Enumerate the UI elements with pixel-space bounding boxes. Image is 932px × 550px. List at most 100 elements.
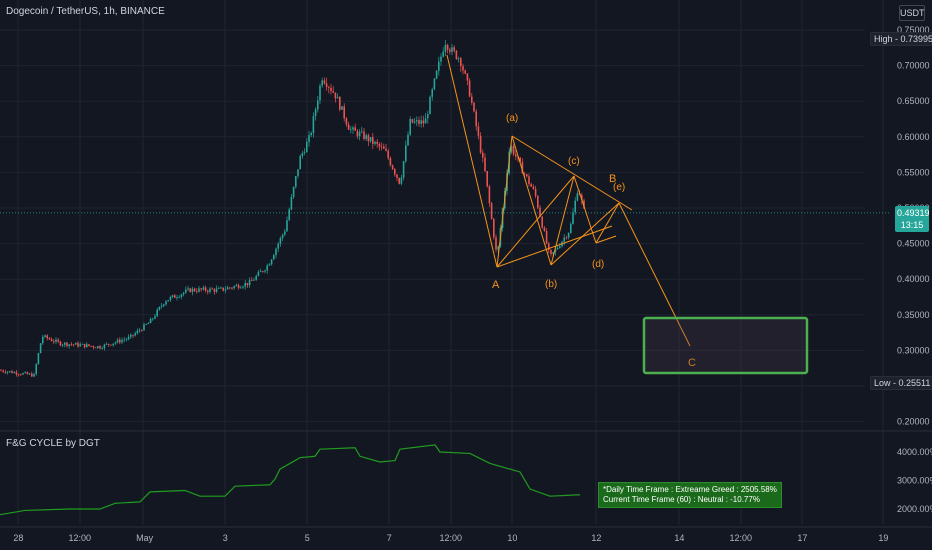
candle-body bbox=[321, 80, 323, 86]
candle-body bbox=[539, 207, 541, 217]
candle-body bbox=[94, 347, 97, 349]
candle-body bbox=[24, 372, 26, 374]
last-price-tag: 0.49319 13:15 bbox=[895, 206, 930, 232]
candle-body bbox=[295, 176, 297, 187]
candle-body bbox=[119, 339, 121, 343]
candle-body bbox=[105, 343, 108, 345]
wave-label-d: (d) bbox=[592, 259, 604, 270]
candle-body bbox=[442, 51, 444, 57]
candle-body bbox=[97, 346, 99, 348]
candle-body bbox=[380, 146, 383, 148]
candle-body bbox=[372, 137, 374, 144]
wave-line bbox=[496, 225, 613, 268]
candle-body bbox=[257, 271, 260, 276]
candle-body bbox=[556, 247, 559, 250]
candle-body bbox=[64, 342, 66, 345]
candle-body bbox=[200, 288, 202, 290]
candle-body bbox=[191, 288, 194, 293]
candle-body bbox=[457, 58, 460, 60]
candle-body bbox=[363, 131, 365, 139]
candle-body bbox=[405, 145, 407, 162]
currency-button[interactable]: USDT bbox=[899, 5, 925, 21]
candle-body bbox=[314, 109, 317, 117]
candle-body bbox=[297, 169, 299, 177]
candle-body bbox=[292, 186, 295, 198]
candle-body bbox=[583, 200, 585, 209]
candle-body bbox=[70, 344, 73, 346]
candle-body bbox=[343, 106, 345, 119]
candle-body bbox=[279, 237, 282, 244]
candle-body bbox=[427, 114, 429, 119]
y-tick-label: 0.70000 bbox=[897, 61, 930, 71]
candle-body bbox=[303, 152, 306, 154]
candle-body bbox=[396, 174, 398, 178]
x-tick-label: 12:00 bbox=[69, 533, 92, 543]
wave-label-B: B bbox=[609, 173, 616, 185]
candle-body bbox=[33, 373, 35, 377]
candle-body bbox=[66, 342, 68, 346]
wave-line bbox=[550, 202, 620, 266]
candle-body bbox=[552, 252, 554, 254]
candle-body bbox=[288, 209, 290, 221]
candle-body bbox=[35, 364, 37, 374]
candle-body bbox=[455, 50, 458, 59]
wave-line bbox=[595, 202, 620, 244]
candle-body bbox=[57, 339, 59, 342]
fg-y-tick-label: 3000.00% bbox=[897, 476, 932, 486]
candle-body bbox=[341, 106, 343, 110]
candle-body bbox=[246, 282, 249, 286]
candle-body bbox=[479, 135, 482, 153]
candle-body bbox=[259, 271, 262, 273]
candle-body bbox=[545, 230, 548, 244]
candle-body bbox=[231, 287, 233, 289]
candle-body bbox=[136, 330, 139, 334]
candle-body bbox=[149, 318, 152, 324]
candle-body bbox=[334, 92, 337, 99]
candle-body bbox=[143, 324, 145, 331]
candle-body bbox=[174, 295, 176, 298]
candle-body bbox=[138, 330, 141, 332]
candle-body bbox=[387, 150, 389, 159]
candle-body bbox=[563, 237, 565, 242]
candle-body bbox=[17, 374, 20, 376]
y-tick-label: 0.35000 bbox=[897, 310, 930, 320]
wave-line bbox=[511, 135, 633, 211]
candle-body bbox=[365, 135, 367, 139]
candle-body bbox=[15, 372, 18, 375]
candle-body bbox=[99, 346, 101, 349]
candle-body bbox=[112, 343, 114, 346]
candle-body bbox=[242, 286, 244, 288]
wave-label-C: C bbox=[688, 357, 696, 369]
candle-body bbox=[576, 193, 579, 201]
candle-body bbox=[488, 186, 491, 204]
fg-y-tick-label: 2000.00% bbox=[897, 504, 932, 514]
candle-body bbox=[519, 157, 521, 163]
candle-body bbox=[446, 44, 449, 50]
candle-body bbox=[11, 371, 13, 374]
high-price-tag: High - 0.73995 bbox=[870, 32, 932, 46]
candle-body bbox=[407, 134, 409, 146]
candle-body bbox=[369, 137, 372, 142]
wave-line bbox=[550, 175, 575, 266]
candle-body bbox=[290, 197, 293, 210]
candle-body bbox=[451, 47, 453, 52]
candle-body bbox=[2, 370, 4, 372]
candle-body bbox=[46, 335, 48, 339]
candle-body bbox=[204, 287, 207, 291]
candle-body bbox=[266, 265, 268, 271]
candle-body bbox=[127, 336, 130, 340]
wave-line bbox=[496, 175, 575, 268]
candle-body bbox=[147, 323, 150, 325]
wave-label-c: (c) bbox=[568, 156, 580, 167]
wave-line bbox=[496, 135, 513, 268]
x-tick-label: 7 bbox=[387, 533, 392, 543]
candle-body bbox=[581, 194, 583, 201]
candle-body bbox=[336, 96, 339, 99]
candle-body bbox=[367, 135, 370, 142]
candle-body bbox=[319, 85, 321, 101]
x-tick-label: 14 bbox=[674, 533, 684, 543]
candle-body bbox=[431, 89, 433, 97]
wave-line bbox=[618, 202, 691, 347]
